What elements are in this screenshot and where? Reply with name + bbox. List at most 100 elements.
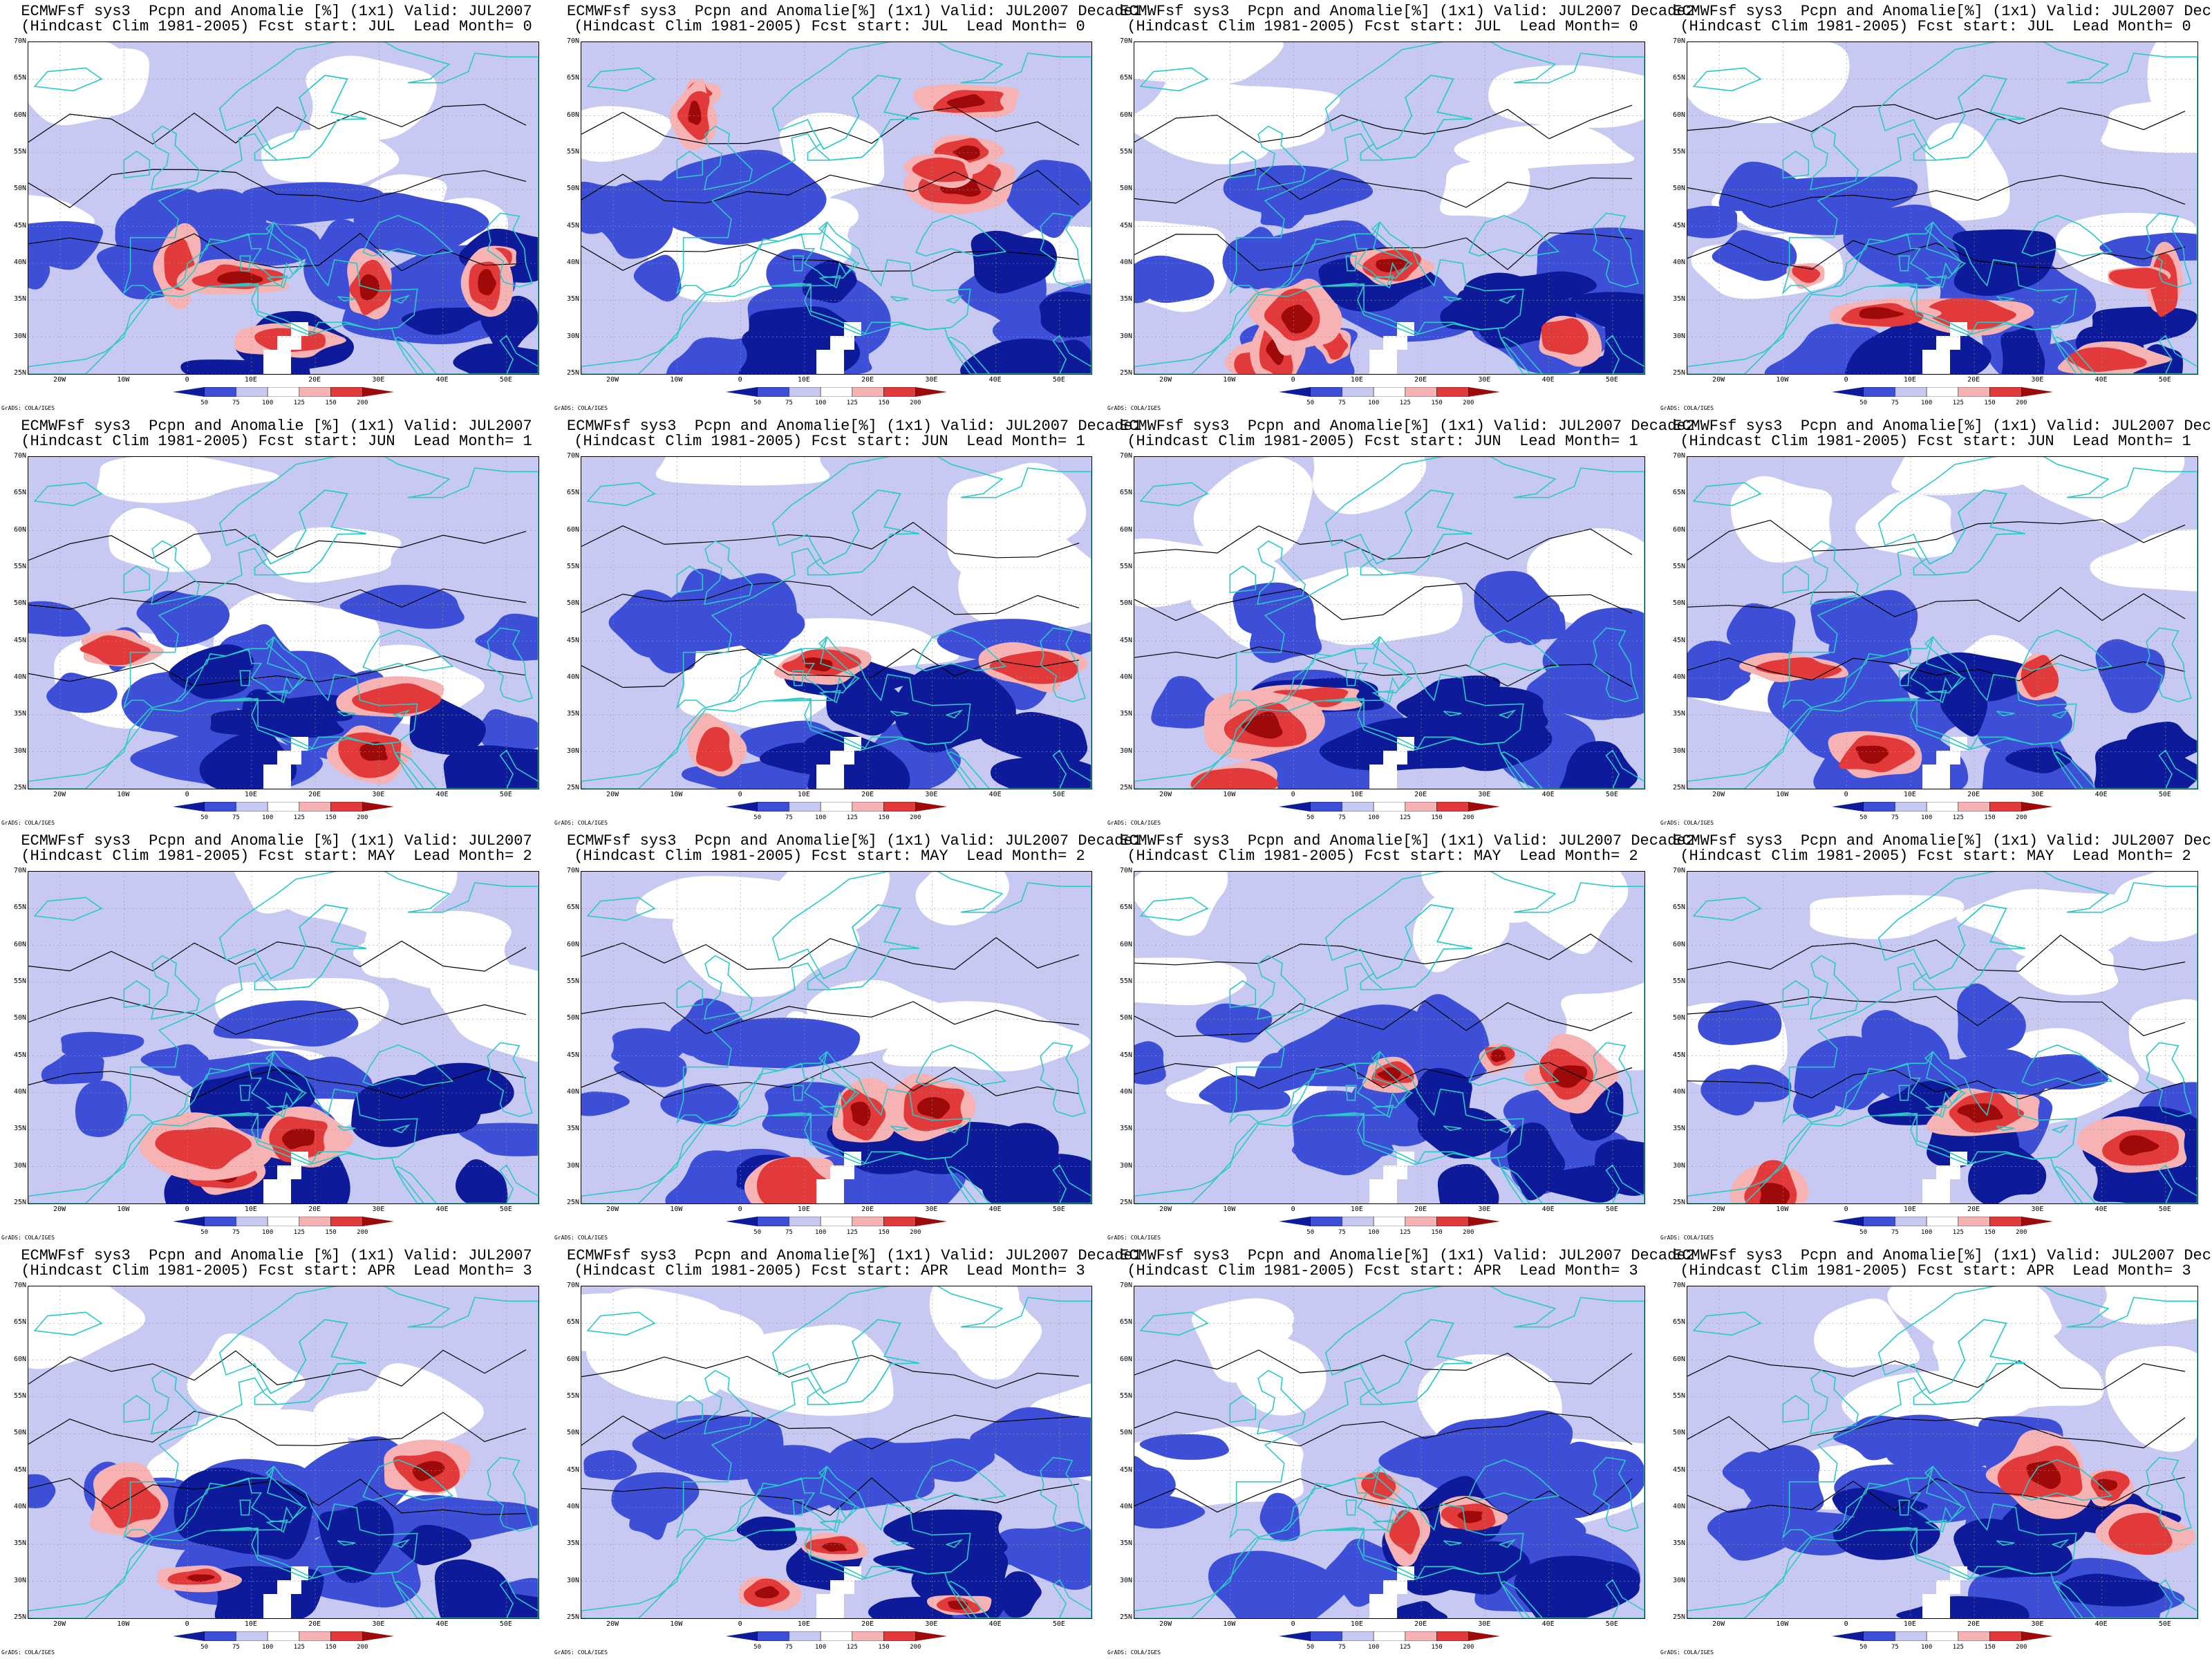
anomaly-region (821, 1542, 847, 1552)
contour-line (1687, 935, 2186, 972)
sea-outline (1052, 749, 1091, 789)
colorbar-tick-label: 100 (262, 400, 274, 406)
lat-tick-label: 50N (13, 599, 26, 608)
anomaly-region (1968, 1145, 2047, 1203)
lon-tick-label: 30E (1478, 1620, 1491, 1628)
coastline (792, 1499, 804, 1516)
lon-tick-label: 10E (1903, 791, 1916, 798)
anomaly-region (2126, 721, 2197, 767)
lon-tick-label: 20E (1967, 1206, 1980, 1213)
lat-tick-label: 55N (1119, 148, 1132, 156)
anomaly-region (736, 1516, 797, 1550)
anomaly-region (1927, 297, 2016, 330)
anomaly-region (1474, 571, 1560, 646)
colorbar-tick-label: 75 (232, 814, 240, 821)
map-panel: ECMWFsf sys3 Pcpn and Anomalie[%] (1x1) … (1106, 830, 1695, 1244)
lat-tick-label: 25N (1119, 1199, 1132, 1206)
grads-credit: GrADS: COLA/IGES (554, 1649, 608, 1656)
lon-tick-label: 40E (988, 1620, 1002, 1628)
sea-outline (2021, 1459, 2113, 1501)
colorbar-tick-label: 75 (785, 814, 793, 821)
contour-line (1687, 1477, 2186, 1513)
lat-tick-label: 35N (1119, 1539, 1132, 1548)
sea-outline (705, 1051, 860, 1123)
lon-tick-label: 20E (861, 1620, 874, 1628)
lon-tick-label: 20E (1967, 376, 1980, 384)
lon-tick-label: 50E (1605, 1620, 1618, 1628)
sea-outline (1878, 1051, 2077, 1164)
coastline (1692, 897, 1762, 921)
sea-outline (1500, 1165, 1544, 1203)
anomaly-region (1316, 567, 1463, 644)
anomaly-region (1464, 1433, 1609, 1523)
sea-outline (1360, 489, 1473, 576)
contour-line (1134, 1411, 1633, 1447)
lon-tick-label: 10E (797, 376, 810, 384)
lon-tick-label: 20E (861, 376, 874, 384)
sea-outline (1878, 636, 2077, 749)
contour-line (1134, 583, 1633, 623)
anomaly-field (581, 1286, 1091, 1618)
coastline (392, 709, 411, 719)
lat-tick-label: 60N (13, 111, 26, 119)
lat-tick-label: 50N (1672, 185, 1685, 193)
lat-tick-label: 65N (1672, 903, 1685, 912)
colorbar-tick-label: 150 (1984, 1229, 1996, 1236)
anomaly-map (28, 871, 539, 1204)
lon-tick-label: 20E (308, 376, 321, 384)
colorbar-tick-label: 50 (753, 1644, 762, 1651)
lat-tick-label: 70N (13, 452, 26, 460)
anomaly-region (882, 1001, 1090, 1071)
lon-tick-label: 10W (670, 791, 683, 798)
anomaly-region (620, 180, 694, 229)
coastlines (28, 872, 538, 1203)
anomaly-region (478, 269, 496, 296)
coastline (392, 1124, 411, 1134)
anomaly-field (1134, 872, 1644, 1203)
colorbar (726, 387, 947, 397)
lat-tick-label: 35N (1672, 1125, 1685, 1133)
anomaly-region (1844, 326, 1933, 374)
lat-tick-label: 65N (13, 1318, 26, 1327)
graticule (28, 457, 538, 789)
colorbar-tick-label: 100 (262, 1644, 274, 1651)
coastline (1443, 296, 1462, 302)
anomaly-region (2128, 999, 2197, 1094)
map-panel: ECMWFsf sys3 Pcpn and Anomalie [%] (1x1)… (0, 1244, 553, 1659)
sea-outline (1468, 214, 1560, 257)
grads-credit: GrADS: COLA/IGES (1107, 1649, 1161, 1656)
colorbar-tick-label: 200 (357, 1644, 368, 1651)
lat-tick-label: 50N (566, 185, 579, 193)
contour-line (1687, 1416, 2186, 1451)
colorbar-tick-label: 200 (910, 814, 921, 821)
panel-subtitle: (Hindcast Clim 1981-2005) Fcst start: JU… (1127, 433, 1638, 450)
lon-tick-label: 40E (435, 1206, 449, 1213)
sea-outline (152, 222, 307, 294)
sea-outline (1811, 637, 1966, 709)
lat-tick-label: 70N (566, 1282, 579, 1289)
coastline (1996, 711, 2015, 717)
anomaly-region (1134, 538, 1259, 608)
lon-tick-label: 10E (1903, 376, 1916, 384)
lat-tick-label: 60N (1672, 940, 1685, 948)
sea-outline (394, 751, 438, 789)
sea-outline (362, 1044, 454, 1087)
anomaly-region (652, 149, 827, 245)
lat-tick-label: 70N (1119, 867, 1132, 874)
anomaly-region (917, 1097, 950, 1119)
anomaly-map (1134, 871, 1645, 1204)
anomaly-region (946, 462, 1087, 585)
lon-tick-label: 10E (244, 1620, 257, 1628)
lat-tick-label: 30N (1119, 332, 1132, 340)
lat-tick-label: 35N (13, 1125, 26, 1133)
anomaly-region (1361, 1472, 1396, 1500)
sea-outline (1360, 75, 1473, 161)
anomaly-region (2026, 1461, 2061, 1490)
coastlines (581, 42, 1091, 374)
sea-outline (254, 489, 367, 576)
graticule (581, 457, 1091, 789)
sea-outline (2146, 1456, 2192, 1532)
coastline (337, 296, 356, 302)
sea-outline (807, 75, 920, 161)
lat-tick-label: 50N (566, 599, 579, 608)
